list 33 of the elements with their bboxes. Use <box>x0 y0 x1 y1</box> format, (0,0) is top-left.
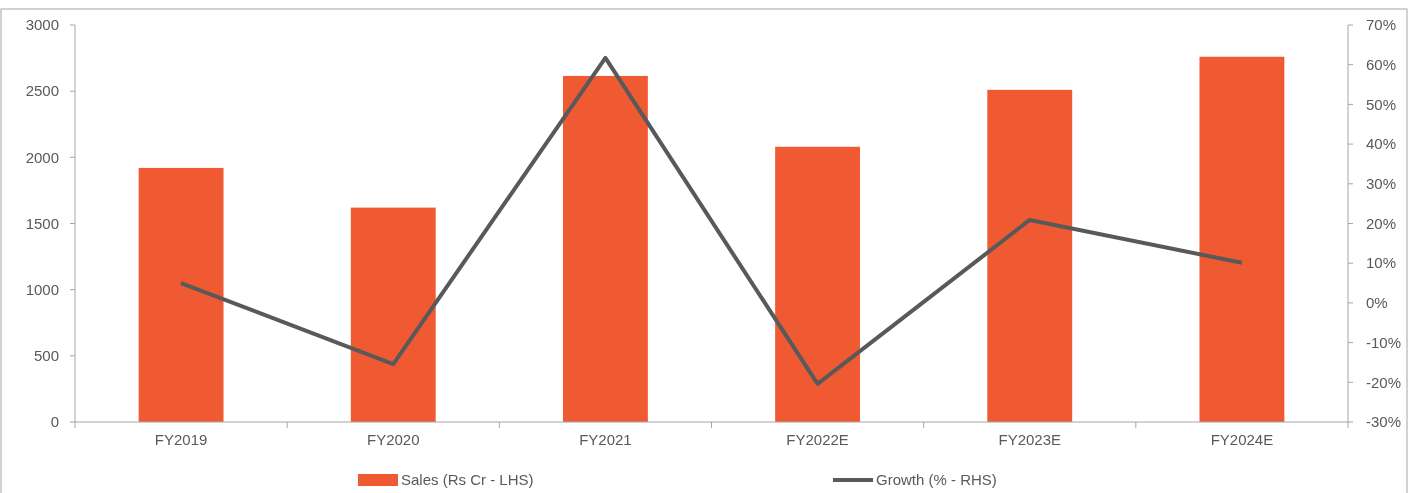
y-tick-label: 0 <box>50 413 59 431</box>
legend-label: Sales (Rs Cr - LHS) <box>401 471 534 489</box>
y2-tick-label: 30% <box>1366 175 1397 193</box>
y2-tick-label: 70% <box>1366 16 1397 34</box>
y2-tick-label: 60% <box>1366 55 1397 73</box>
bar <box>987 89 1073 422</box>
x-tick-label: FY2024E <box>1210 431 1274 448</box>
y2-tick-label: 40% <box>1366 135 1397 153</box>
y-tick-label: 500 <box>33 347 59 365</box>
y-tick-label: 1000 <box>25 280 59 298</box>
x-tick-label: FY2023E <box>998 431 1062 448</box>
y-tick-label: 2500 <box>25 82 59 100</box>
y-tick-label: 1500 <box>25 214 59 232</box>
y2-tick-label: -30% <box>1366 413 1402 431</box>
x-tick-label: FY2019 <box>154 431 208 448</box>
legend-label: Growth (% - RHS) <box>876 471 997 489</box>
y-tick-label: 2000 <box>25 148 59 166</box>
x-tick-label: FY2020 <box>366 431 420 448</box>
bar <box>350 207 436 422</box>
y2-tick-label: -20% <box>1366 373 1402 391</box>
line-series <box>179 55 1244 386</box>
y2-tick-label: 10% <box>1366 254 1397 272</box>
bar <box>775 146 861 422</box>
y2-tick-label: 20% <box>1366 214 1397 232</box>
y2-tick-label: -10% <box>1366 333 1402 351</box>
bar <box>1199 56 1285 422</box>
x-tick-label: FY2021 <box>579 431 632 448</box>
bar <box>138 167 224 422</box>
y2-tick-label: 50% <box>1366 95 1397 113</box>
bar <box>562 75 648 422</box>
x-tick-label: FY2022E <box>786 431 849 448</box>
y-tick-label: 3000 <box>25 16 59 34</box>
y2-tick-label: 0% <box>1366 294 1388 312</box>
